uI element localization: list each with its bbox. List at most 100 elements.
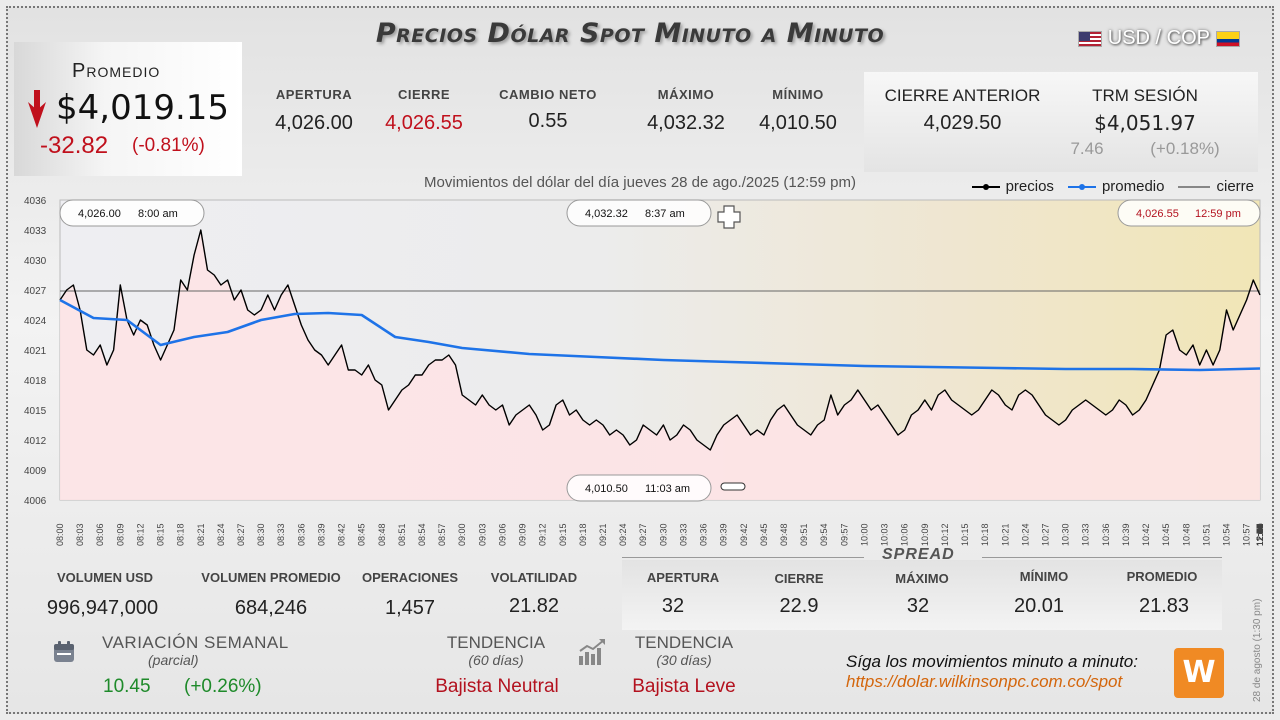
spread-promedio-value: 21.83	[1138, 595, 1190, 617]
x-tick-label: 10:39	[1121, 523, 1131, 546]
x-tick-label: 08:24	[216, 523, 226, 546]
x-tick-label: 08:27	[236, 523, 246, 546]
currency-pair: USD / COP	[1077, 27, 1240, 50]
x-tick-label: 08:48	[377, 523, 387, 546]
x-tick-label: 09:39	[719, 523, 729, 546]
x-tick-label: 10:54	[1221, 523, 1231, 546]
x-tick-label: 11:27	[1255, 524, 1265, 546]
x-tick-label: 08:51	[397, 523, 407, 546]
x-tick-label: 11:06	[1255, 524, 1265, 546]
min-callout-time: 11:03 am	[645, 483, 690, 495]
follow-text: Síga los movimientos minuto a minuto:	[846, 652, 1138, 671]
x-tick-label: 11:30	[1255, 524, 1265, 546]
trend30-value: Bajista Leve	[632, 676, 736, 697]
chart-subtitle: Movimientos del dólar del día jueves 28 …	[424, 174, 856, 191]
open-callout-price: 4,026.00	[78, 208, 121, 220]
max-callout-box	[566, 199, 712, 227]
x-tick-label: 10:15	[960, 523, 970, 546]
spread-maximo-label: MÁXIMO	[895, 571, 949, 586]
x-tick-label: 09:24	[618, 523, 628, 546]
trend30-sub: (30 días)	[656, 652, 712, 668]
x-tick-label: 10:51	[1201, 523, 1211, 546]
x-tick-label: 10:24	[1020, 523, 1030, 546]
site-link[interactable]: https://dolar.wilkinsonpc.com.co/spot	[846, 672, 1123, 691]
trm-change-pct: (+0.18%)	[1150, 139, 1220, 158]
stat-value-minimo: 4,010.50	[759, 112, 837, 134]
x-tick-label: 10:27	[1040, 523, 1050, 546]
trend30-label: TENDENCIA	[634, 633, 734, 652]
weekly-variation-sub: (parcial)	[148, 652, 199, 668]
legend-item-precios: precios	[971, 178, 1054, 195]
spread-panel	[622, 560, 1222, 630]
series-line-precios	[59, 229, 1261, 451]
legend-cierre-swatch	[1178, 186, 1211, 187]
x-tick-label: 12:48	[1255, 523, 1265, 546]
min-callout: 4,010.50 11:03 am	[566, 474, 712, 502]
volumen-value: 996,947,000	[46, 597, 159, 619]
volumen-promedio-value: 684,246	[234, 597, 308, 619]
price-area-fill	[60, 230, 1260, 500]
close-callout-time: 12:59 pm	[1195, 208, 1241, 220]
x-tick-label: 12:45	[1255, 523, 1265, 546]
y-tick-label: 4027	[24, 286, 47, 297]
legend-precios-label: precios	[1005, 178, 1054, 195]
x-tick-label: 09:42	[739, 523, 749, 546]
x-tick-label: 09:18	[578, 523, 588, 546]
x-tick-label: 11:03	[1255, 524, 1265, 546]
stat-label-maximo: MÁXIMO	[657, 87, 715, 102]
x-tick-label: 08:36	[296, 523, 306, 546]
x-tick-label: 12:18	[1255, 523, 1265, 546]
max-callout-price: 4,032.32	[585, 208, 628, 220]
x-tick-label: 09:33	[678, 523, 688, 546]
x-tick-label: 12:33	[1255, 523, 1265, 546]
x-tick-label: 11:09	[1255, 524, 1265, 546]
x-tick-label: 08:06	[95, 523, 105, 546]
site-logo[interactable]: W	[1174, 648, 1224, 698]
x-tick-label: 09:30	[658, 523, 668, 546]
x-tick-label: 10:57	[1242, 523, 1252, 546]
prev-close-value: 4,029.50	[923, 112, 1002, 134]
x-tick-label: 09:12	[538, 523, 548, 546]
x-tick-label: 08:09	[115, 523, 125, 546]
x-tick-label: 12:15	[1255, 523, 1265, 546]
spread-apertura-value: 32	[661, 595, 685, 617]
us-flag-icon	[1077, 30, 1102, 47]
x-tick-label: 12:09	[1255, 523, 1265, 546]
x-tick-label: 08:30	[256, 523, 266, 546]
close-callout: 4,026.55 12:59 pm	[1117, 199, 1261, 227]
x-tick-label: 08:15	[156, 523, 166, 546]
x-tick-label: 11:36	[1255, 524, 1265, 546]
price-chart: 4006 4009 4012 4015 4018 4021 4024 4027 4030 4033…	[24, 196, 1265, 546]
x-tick-label: 10:09	[920, 523, 930, 546]
y-tick-label: 4009	[24, 466, 47, 477]
x-tick-label: 08:18	[176, 523, 186, 546]
volumen-label: VOLUMEN USD	[56, 570, 154, 585]
close-callout-price: 4,026.55	[1136, 208, 1179, 220]
x-tick-label: 11:45	[1255, 524, 1265, 546]
x-tick-label: 09:00	[457, 523, 467, 546]
promedio-change-pct: (-0.81%)	[132, 135, 205, 156]
stat-label-cierre: CIERRE	[397, 87, 451, 102]
x-tick-label: 10:03	[880, 523, 890, 546]
x-tick-label: 08:33	[276, 523, 286, 546]
promedio-value: $4,019.15	[56, 88, 230, 128]
y-tick-label: 4021	[24, 346, 47, 357]
x-tick-label: 12:00	[1255, 523, 1265, 546]
x-tick-label: 09:48	[779, 523, 789, 546]
x-tick-label: 12:21	[1255, 523, 1265, 546]
trend-chart-icon	[579, 639, 605, 665]
x-tick-label: 10:36	[1101, 523, 1111, 546]
spread-minimo-value: 20.01	[1013, 595, 1065, 617]
volumen-promedio-label: VOLUMEN PROMEDIO	[201, 570, 341, 585]
y-tick-label: 4033	[24, 226, 47, 237]
chart-legend: precios promedio cierre	[971, 178, 1254, 195]
page-title: Precios Dólar Spot Minuto a Minuto	[375, 18, 885, 49]
x-tick-label: 10:21	[1000, 523, 1010, 546]
x-tick-label: 11:21	[1255, 524, 1265, 546]
max-callout: 4,032.32 8:37 am	[566, 199, 712, 227]
x-tick-label: 09:21	[598, 523, 608, 546]
trm-label: TRM SESIÓN	[1092, 86, 1198, 105]
stat-value-cambio-neto: 0.55	[528, 110, 568, 132]
x-tick-label: 10:45	[1161, 523, 1171, 546]
open-callout-box	[59, 199, 205, 227]
